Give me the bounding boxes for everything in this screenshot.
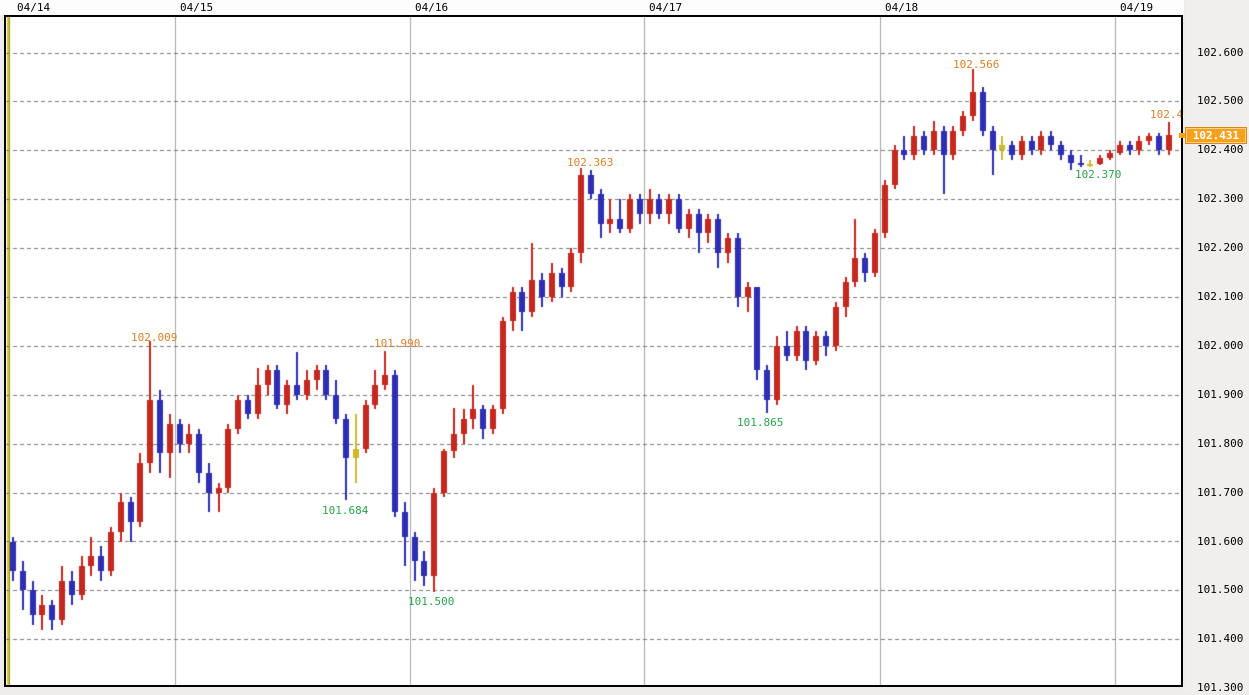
price-tick-label: 101.400 <box>1197 632 1244 645</box>
current-price-notch <box>1179 133 1185 138</box>
price-tick-label: 102.400 <box>1197 143 1244 156</box>
current-price-value: 102.431 <box>1192 129 1240 142</box>
price-tick-label: 102.500 <box>1197 94 1244 107</box>
price-tick-label: 101.500 <box>1197 583 1244 596</box>
date-label: 04/14 <box>17 1 51 14</box>
date-label: 04/19 <box>1120 1 1154 14</box>
price-tick-label: 101.800 <box>1197 437 1244 450</box>
date-axis: 04/14 04/15 04/16 04/17 04/18 04/19 <box>0 0 1184 15</box>
price-axis: 102.600 102.500 102.400 102.300 102.200 102.1… <box>1186 0 1249 694</box>
date-label: 04/17 <box>649 1 683 14</box>
price-tick-label: 101.700 <box>1197 486 1244 499</box>
date-label: 04/16 <box>415 1 449 14</box>
price-tick-label: 101.300 <box>1197 681 1244 694</box>
date-label: 04/15 <box>180 1 214 14</box>
date-label: 04/18 <box>885 1 919 14</box>
price-tick-label: 102.200 <box>1197 241 1244 254</box>
price-tick-label: 102.300 <box>1197 192 1244 205</box>
current-price-box: 102.431 <box>1185 127 1247 144</box>
price-tick-label: 102.600 <box>1197 46 1244 59</box>
price-tick-label: 102.100 <box>1197 290 1244 303</box>
price-tick-label: 101.600 <box>1197 535 1244 548</box>
price-tick-label: 102.000 <box>1197 339 1244 352</box>
price-tick-label: 101.900 <box>1197 388 1244 401</box>
